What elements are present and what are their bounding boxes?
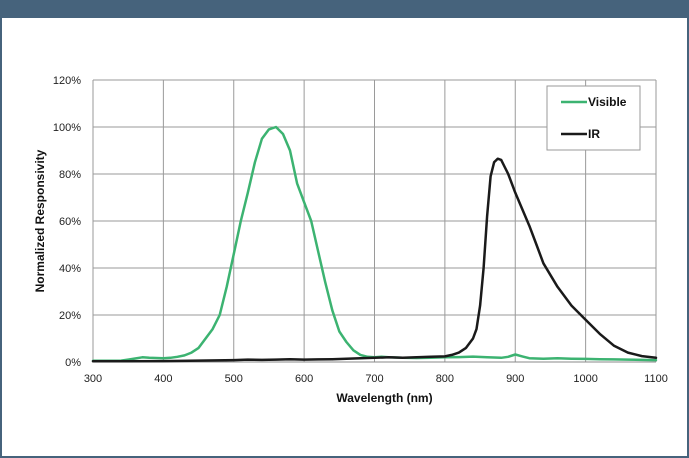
series-line-visible [91, 125, 658, 363]
y-tick-label: 60% [59, 216, 81, 228]
x-tick-label: 500 [225, 373, 243, 385]
x-tick-label: 800 [436, 373, 454, 385]
y-axis-title: Normalized Responsivity [33, 149, 47, 292]
x-tick-label: 300 [84, 373, 102, 385]
series-line-ir [91, 157, 658, 363]
y-tick-label: 100% [53, 122, 81, 134]
legend-label: Visible [588, 95, 627, 109]
x-tick-label: 600 [295, 373, 313, 385]
x-tick-label: 700 [365, 373, 383, 385]
y-tick-label: 80% [59, 169, 81, 181]
x-axis-title: Wavelength (nm) [336, 391, 432, 405]
y-tick-label: 40% [59, 263, 81, 275]
legend-label: IR [588, 127, 600, 141]
y-tick-label: 0% [65, 357, 81, 369]
y-tick-label: 20% [59, 310, 81, 322]
legend-box [546, 85, 641, 151]
x-tick-label: 1000 [573, 373, 597, 385]
y-tick-label: 120% [53, 75, 81, 87]
x-tick-label: 1100 [644, 373, 668, 385]
x-tick-label: 900 [506, 373, 524, 385]
x-tick-label: 400 [154, 373, 172, 385]
